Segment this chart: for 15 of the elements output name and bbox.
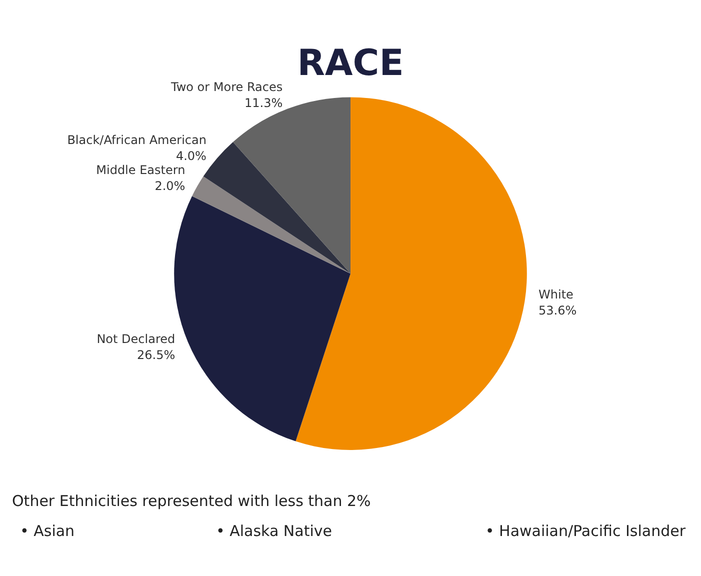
text: Other Ethnicities represented with less than 2% [12,492,372,510]
slice-label: Black/African American [67,133,206,148]
slice-label: Middle Eastern [96,163,186,178]
chart-title: RACE [297,42,404,84]
data-label: 4.0% [176,149,206,164]
text: • Alaska Native [216,522,333,540]
slice-label: White [538,288,574,302]
text: • Asian [20,522,76,540]
slice-label: Not Declared [96,332,176,346]
data-label: 53.6% [538,304,577,318]
slice-label: Two or More Races [170,80,283,94]
data-label: 26.5% [137,348,176,362]
data-label: 11.3% [244,96,283,110]
text: • Hawaiian/Pacific Islander [485,522,687,540]
data-label: 2.0% [154,179,186,194]
